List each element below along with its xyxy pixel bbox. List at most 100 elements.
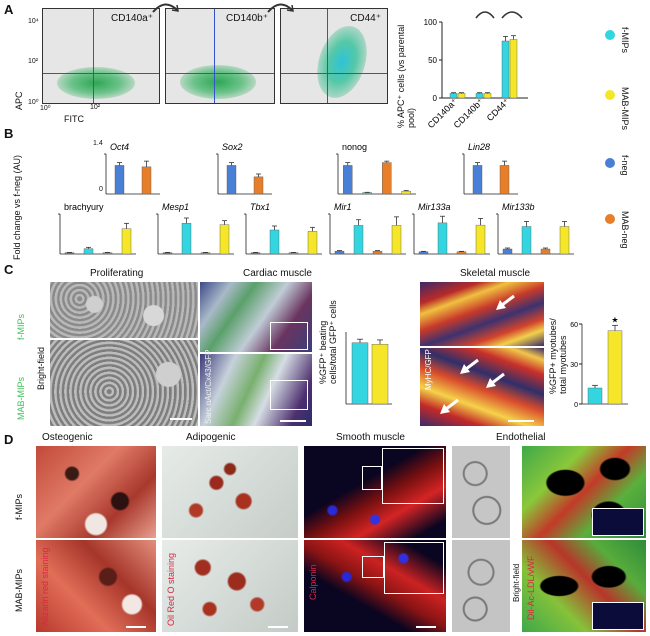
- header-smooth-muscle: Smooth muscle: [336, 432, 405, 443]
- bar-f-neg: [162, 252, 173, 255]
- bar-f-neg: [64, 252, 75, 255]
- smooth-muscle-inset: [362, 466, 382, 490]
- bright-field-label: Bright-field: [36, 346, 46, 390]
- significance-star: ★: [611, 315, 618, 324]
- flow-plot-label: CD44⁺: [350, 13, 381, 24]
- smooth-muscle-mab-mips-image: [304, 540, 446, 632]
- endothelial-bright-field-label: Bright-field: [512, 563, 521, 602]
- cardiac-inset: [270, 322, 308, 350]
- tick-label: 10⁰: [40, 105, 51, 112]
- bar-MAB-MIPs: [219, 224, 230, 255]
- adipogenic-stain-label: Oil Red O staining: [166, 552, 176, 626]
- chart-a-ylabel: % APC⁺ cells (vs parental pool): [396, 24, 416, 128]
- header-osteogenic: Osteogenic: [42, 432, 93, 443]
- cardiac-mab-mips-image: [200, 354, 312, 426]
- gene-chart-Oct4: Oct4: [104, 142, 160, 195]
- bar-f-neg: [343, 165, 353, 195]
- bar-f-MIPs: [362, 192, 372, 195]
- flow-plot-cd44: CD44⁺: [280, 8, 388, 104]
- bar-f-neg: [418, 251, 429, 255]
- flow-plot-label: CD140b⁺: [226, 13, 268, 24]
- bar-MAB-neg: [456, 251, 467, 255]
- gene-title: Mesp1: [162, 202, 189, 212]
- scale-bar: [508, 420, 534, 422]
- flow-plot-cd140a: CD140a⁺: [42, 8, 160, 104]
- arrow-icon: [440, 398, 459, 414]
- gene-chart-Tbx1: Tbx1: [244, 202, 322, 255]
- y-tick-label: 30: [570, 362, 578, 369]
- bar-MAB-neg: [253, 176, 264, 195]
- bar-MAB-neg: [288, 252, 299, 255]
- bar-f-neg: [334, 250, 345, 255]
- y-tick-label: 60: [570, 322, 578, 329]
- scale-bar: [170, 418, 192, 420]
- adipogenic-f-mips-image: [162, 446, 298, 538]
- row-label-mab-mips: MAB-MIPs: [14, 568, 24, 612]
- flow-x-axis-label: FITC: [64, 114, 84, 124]
- legend-label: f-MIPs: [620, 27, 630, 53]
- arrow-icon: [496, 294, 515, 310]
- tick-label: 10⁴: [28, 18, 39, 25]
- scale-tick: 0: [99, 186, 103, 193]
- tick-label: 10²: [28, 58, 39, 65]
- gene-chart-brachyury: brachyury: [58, 202, 136, 255]
- bar-f-MIPs: [269, 229, 280, 255]
- endothelial-inset: [592, 508, 644, 536]
- y-tick-label: 50: [428, 56, 437, 65]
- header-skeletal: Skeletal muscle: [460, 268, 531, 279]
- bar-MAB-neg: [499, 165, 510, 195]
- bar-MAB-MIPs: [307, 231, 318, 255]
- bar-MAB-neg: [141, 166, 152, 195]
- tick-label: 10⁰: [28, 99, 39, 106]
- arrow-icon: [460, 358, 479, 374]
- cardiac-beating-chart: [345, 332, 392, 405]
- panel-label-d: D: [4, 432, 14, 447]
- flow-plot-label: CD140a⁺: [111, 13, 153, 24]
- gene-title: Tbx1: [250, 202, 270, 212]
- bar-f-MIPs: [587, 387, 603, 405]
- y-tick-label: 0: [433, 94, 438, 103]
- flow-plot-cd140b: CD140b⁺: [165, 8, 275, 104]
- gene-chart-Mir133a: Mir133a: [412, 202, 490, 255]
- legend-swatch: [605, 214, 615, 224]
- header-adipogenic: Adipogenic: [186, 432, 236, 443]
- gene-title: Lin28: [468, 142, 490, 152]
- sort-arrow-icon: [152, 3, 179, 13]
- cardiac-inset: [270, 380, 308, 410]
- bar-f-neg: [502, 248, 513, 255]
- cardiac-stain-label: Sarc αAct/Cx43/GFP: [204, 349, 213, 424]
- bar-f-MIPs: [351, 342, 369, 405]
- gene-title: Mir133b: [502, 202, 535, 212]
- legend-swatch: [605, 90, 615, 100]
- cardiac-chart-ylabel: %GFP⁺ beating cells/total GFP⁺ cells: [318, 300, 338, 384]
- osteogenic-stain-label: Alizarin red staining: [40, 547, 50, 626]
- adipogenic-mab-mips-image: [162, 540, 298, 632]
- bar-f-MIPs: [521, 226, 532, 255]
- panel-label-a: A: [4, 2, 14, 17]
- scale-tick: 1.4: [93, 140, 103, 147]
- arrow-icon: [501, 11, 523, 19]
- gene-title: nonog: [342, 142, 367, 152]
- scale-bar: [416, 626, 436, 628]
- bar-f-neg: [114, 165, 125, 195]
- gene-title: Mir1: [334, 202, 352, 212]
- tick-label: 10²: [90, 104, 101, 111]
- scale-bar: [268, 626, 288, 628]
- legend-swatch: [605, 158, 615, 168]
- bar-f-MIPs: [437, 222, 448, 255]
- endothelial-ldl-stain-label: Dil-Ac-LDL/vWF: [526, 555, 536, 621]
- smooth-muscle-inset: [382, 448, 444, 504]
- gene-chart-Mir1: Mir1: [328, 202, 406, 255]
- gene-chart-nonog: nonog: [336, 142, 416, 195]
- bar-MAB-neg: [382, 162, 392, 195]
- gene-title: Mir133a: [418, 202, 451, 212]
- bar-f-MIPs: [83, 248, 94, 255]
- bar-MAB-MIPs: [607, 330, 623, 405]
- gene-title: brachyury: [64, 202, 104, 212]
- bar-MAB-MIPs: [559, 226, 570, 255]
- arrow-icon: [486, 372, 505, 388]
- bar-MAB-neg: [200, 252, 211, 255]
- y-tick-label: 100: [424, 18, 438, 27]
- gene-chart-Lin28: Lin28: [462, 142, 518, 195]
